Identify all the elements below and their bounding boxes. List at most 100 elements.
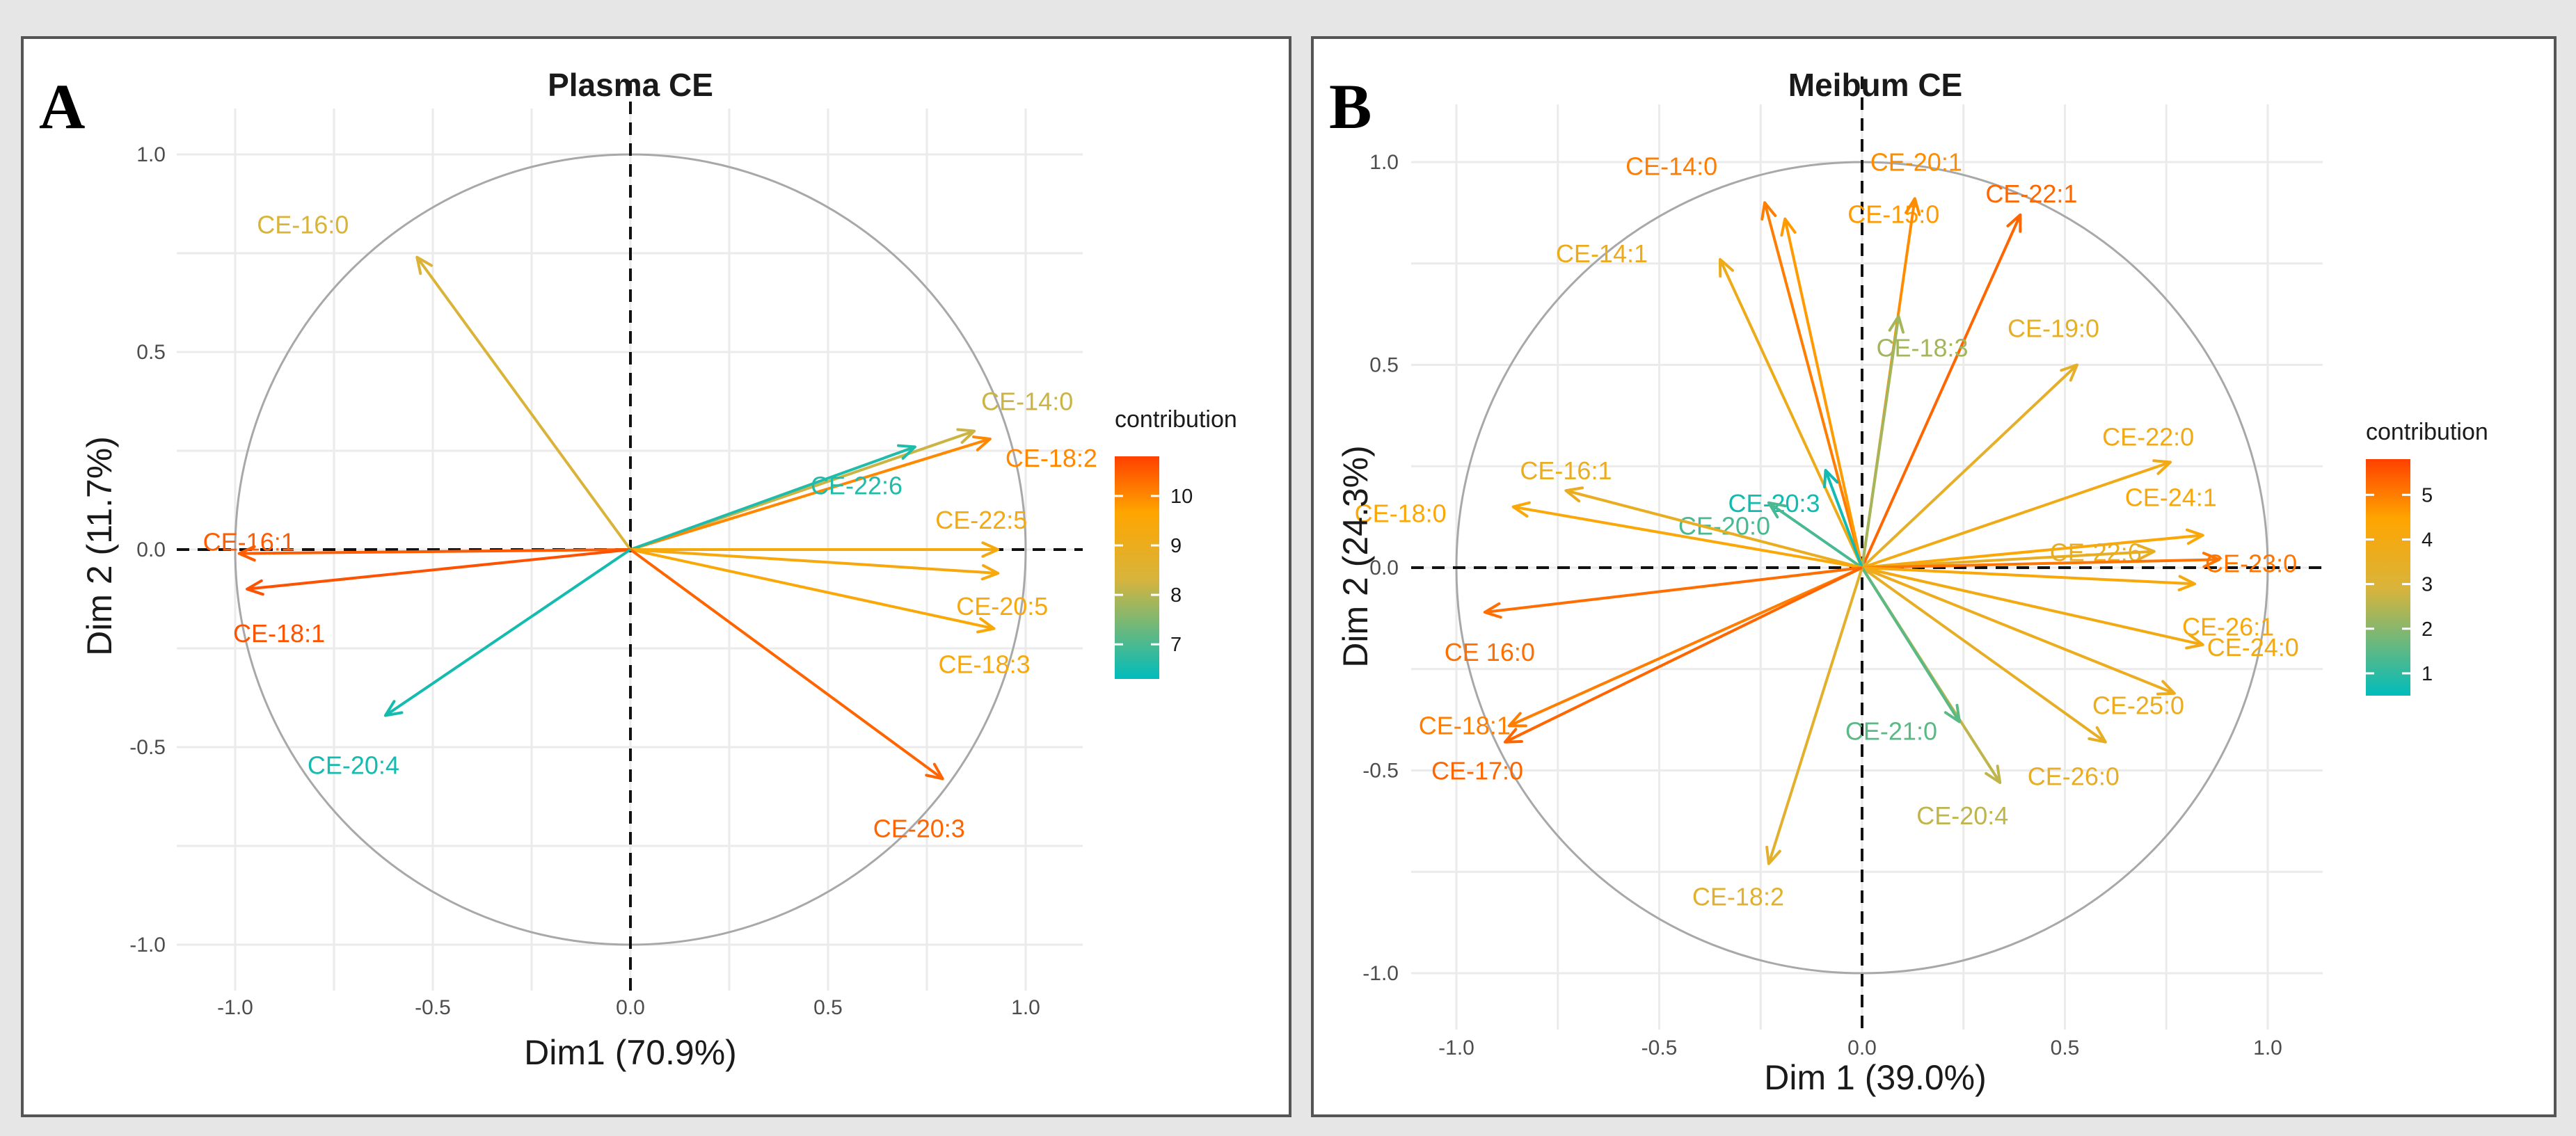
variable-label: CE-18:1 bbox=[1419, 711, 1511, 739]
panel-letter: A bbox=[39, 71, 85, 142]
arrow-head bbox=[1767, 501, 1787, 519]
variable-ce-18-1: CE-18:1 bbox=[1419, 566, 1863, 739]
arrow-head bbox=[2202, 552, 2221, 568]
arrow-head bbox=[1943, 703, 1961, 723]
x-tick-label: 0.0 bbox=[616, 996, 645, 1019]
variable-label: CE-14:1 bbox=[1556, 239, 1648, 268]
chart-title: Meibum CE bbox=[1788, 67, 1962, 103]
variable-label: CE-19:0 bbox=[2007, 314, 2099, 343]
x-tick-label: -1.0 bbox=[217, 996, 253, 1019]
arrow-line bbox=[1767, 502, 1863, 569]
variable-label: CE 16:0 bbox=[1445, 638, 1535, 666]
variable-ce-23-0: CE-23:0 bbox=[1861, 549, 2297, 577]
variable-ce-19-0: CE-19:0 bbox=[1861, 314, 2099, 569]
legend-tick-label: 5 bbox=[2422, 484, 2433, 506]
arrow-line bbox=[415, 256, 632, 551]
variable-label: CE-18:3 bbox=[939, 650, 1031, 679]
variable-ce-18-2: CE-18:2 bbox=[630, 435, 1097, 551]
arrow-head bbox=[1511, 501, 1531, 518]
legend: contribution 1 2 3 4 5 bbox=[2366, 419, 2488, 696]
arrow-head bbox=[1905, 197, 1921, 216]
arrow-line bbox=[384, 548, 632, 717]
arrow-head bbox=[1765, 845, 1781, 865]
legend-colorbar bbox=[2366, 459, 2410, 696]
arrow-line bbox=[630, 548, 999, 575]
y-axis-title: Dim 2 (11.7%) bbox=[80, 436, 119, 656]
y-tick-label: 1.0 bbox=[136, 143, 166, 166]
plot-area: CE-16:0 CE-14:0 CE-18:2 CE-22:6 CE-22:5 CE-20… bbox=[177, 81, 1097, 991]
x-tick-label: 1.0 bbox=[2253, 1037, 2282, 1059]
variable-ce-24-1: CE-24:1 bbox=[1861, 483, 2217, 569]
arrow-head bbox=[925, 762, 944, 781]
x-tick-label: 1.0 bbox=[1011, 996, 1040, 1019]
arrow-line bbox=[1861, 558, 2220, 569]
y-tick-label: 1.0 bbox=[1369, 151, 1399, 174]
arrow-line bbox=[1861, 566, 2195, 586]
variable-label: CE-14:0 bbox=[981, 387, 1073, 416]
legend-tick-label: 9 bbox=[1170, 535, 1182, 557]
panel-meibum-ce: CE-14:0 CE-15:0 CE-20:1 CE-22:1 CE-14:1 CE-18… bbox=[1311, 36, 2557, 1117]
variable-ce-16-1: CE-16:1 bbox=[203, 528, 631, 562]
variable-ce-15-0: CE-15:0 bbox=[1780, 200, 1939, 568]
y-tick-label: 0.5 bbox=[136, 341, 166, 364]
arrow-head bbox=[1507, 712, 1527, 728]
variable-ce-18-0: CE-18:0 bbox=[1355, 499, 1863, 569]
variable-label: CE-18:2 bbox=[1005, 444, 1097, 472]
variable-label: CE-25:0 bbox=[2092, 691, 2184, 720]
arrow-head bbox=[1483, 602, 1502, 619]
variable-ce-20-3: CE-20:3 bbox=[629, 548, 965, 842]
chart-title: Plasma CE bbox=[548, 67, 713, 103]
variable-label: CE-20:4 bbox=[308, 751, 399, 780]
arrow-line bbox=[1783, 218, 1863, 568]
variable-ce-16-0: CE-16:0 bbox=[257, 211, 632, 551]
legend-title: contribution bbox=[1115, 406, 1237, 433]
x-tick-label: 0.5 bbox=[2051, 1037, 2080, 1059]
arrow-head bbox=[2088, 726, 2107, 744]
arrow-head bbox=[972, 435, 992, 451]
y-tick-label: -0.5 bbox=[1362, 760, 1399, 783]
arrow-head bbox=[2156, 680, 2176, 696]
variable-ce-18-2: CE-18:2 bbox=[1692, 567, 1863, 911]
variable-label: CE-17:0 bbox=[1431, 757, 1523, 785]
variable-label: CE-22:5 bbox=[935, 506, 1027, 534]
variable-label: CE-16:1 bbox=[1520, 456, 1612, 485]
variable-label: CE-20:0 bbox=[1678, 512, 1770, 541]
variable-label: CE-22:1 bbox=[1985, 179, 2077, 208]
arrow-line bbox=[239, 548, 631, 555]
y-tick-label: 0.0 bbox=[1369, 557, 1399, 579]
variable-ce-26-1: CE-26:1 bbox=[1861, 566, 2274, 641]
arrow-line bbox=[246, 548, 631, 591]
arrow-head bbox=[246, 579, 264, 596]
legend-tick-label: 2 bbox=[2422, 618, 2433, 641]
x-tick-label: 0.5 bbox=[813, 996, 843, 1019]
variable-label: CE-18:1 bbox=[233, 619, 325, 648]
variable-ce-22-0: CE-22:0 bbox=[1861, 422, 2194, 569]
arrow-line bbox=[630, 445, 916, 551]
arrow-line bbox=[1861, 364, 2078, 569]
arrow-head bbox=[2177, 575, 2197, 592]
variable-label: CE-26:1 bbox=[2182, 612, 2274, 641]
arrow-line bbox=[1763, 202, 1863, 568]
legend-tick-label: 1 bbox=[2422, 663, 2433, 685]
arrow-head bbox=[1888, 314, 1905, 334]
arrow-line bbox=[1861, 214, 2022, 568]
arrow-head bbox=[897, 444, 916, 460]
variable-label: CE-22:0 bbox=[2102, 422, 2194, 451]
y-tick-label: 0.0 bbox=[136, 538, 166, 561]
arrow-head bbox=[2006, 213, 2022, 233]
variable-ce-18-3: CE-18:3 bbox=[630, 548, 1031, 679]
variable-label: CE-24:1 bbox=[2125, 483, 2217, 511]
variable-ce-14-1: CE-14:1 bbox=[1556, 239, 1863, 568]
panel-frame bbox=[21, 36, 1291, 1117]
legend-tick-label: 3 bbox=[2422, 574, 2433, 596]
variable-ce-17-0: CE-17:0 bbox=[1431, 566, 1863, 785]
panel-plasma-ce: CE-16:0 CE-14:0 CE-18:2 CE-22:6 CE-22:5 CE-20… bbox=[21, 36, 1291, 1117]
arrow-head bbox=[2060, 363, 2078, 382]
arrow-head bbox=[1564, 486, 1584, 503]
variable-ce-16-1: CE-16:1 bbox=[1520, 456, 1863, 569]
variable-label: CE-14:0 bbox=[1625, 152, 1717, 180]
arrow-line bbox=[1861, 566, 2175, 695]
arrow-head bbox=[1823, 469, 1839, 489]
arrow-line bbox=[1861, 550, 2154, 569]
